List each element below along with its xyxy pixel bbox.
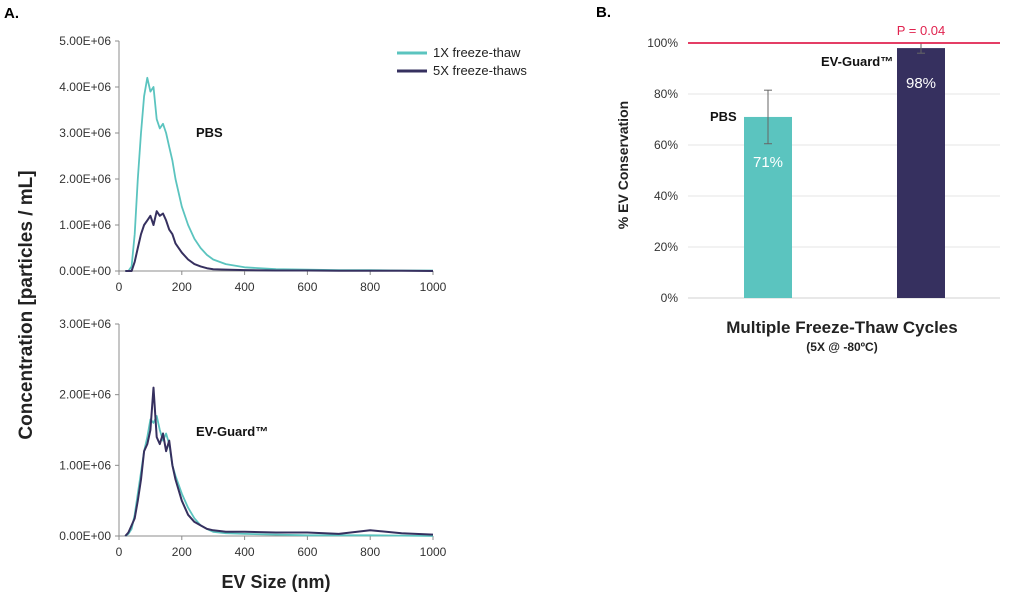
shared-y-axis-title: Concentration [particles / mL] <box>16 170 37 439</box>
bar-y-tick-label: 100% <box>647 36 678 50</box>
pbs-annotation: PBS <box>196 125 223 140</box>
bar-category-label: PBS <box>710 109 737 124</box>
evguard-y-tick-label: 2.00E+06 <box>59 388 111 402</box>
bar-y-tick-label: 20% <box>654 240 678 254</box>
legend-label-5x: 5X freeze-thaws <box>433 63 527 78</box>
evguard-x-ticks: 0 200 400 600 800 1000 <box>116 536 447 559</box>
evguard-x-tick-label: 0 <box>116 545 123 559</box>
bar-x-axis-title: Multiple Freeze-Thaw Cycles <box>726 318 957 337</box>
pbs-y-tick-label: 0.00E+00 <box>59 264 111 278</box>
pbs-x-ticks: 0 200 400 600 800 1000 <box>116 271 447 294</box>
evguard-x-tick-label: 600 <box>297 545 317 559</box>
bar-y-tick-label: 40% <box>654 189 678 203</box>
evguard-y-tick-label: 3.00E+06 <box>59 317 111 331</box>
pbs-y-ticks: 0.00E+00 1.00E+06 2.00E+06 3.00E+06 4.00E+06… <box>59 34 119 278</box>
pbs-x-tick-label: 400 <box>235 280 255 294</box>
panel-a-label: A. <box>4 5 19 22</box>
legend: 1X freeze-thaw 5X freeze-thaws <box>397 45 527 78</box>
pbs-y-tick-label: 3.00E+06 <box>59 126 111 140</box>
pbs-x-tick-label: 0 <box>116 280 123 294</box>
evguard-series-1x-line <box>124 414 434 537</box>
p-value-reference: P = 0.04 <box>688 23 1000 44</box>
pbs-y-tick-label: 1.00E+06 <box>59 218 111 232</box>
legend-label-1x: 1X freeze-thaw <box>433 45 521 60</box>
evguard-x-tick-label: 1000 <box>420 545 447 559</box>
conservation-bar-chart: 0% 20% 40% 60% 80% 100% 71% PBS 98% EV-Guard™ P … <box>615 23 1000 354</box>
bar-pbs <box>744 116 792 298</box>
bar-y-axis-title: % EV Conservation <box>615 101 631 229</box>
bar-value-label: 71% <box>753 154 783 171</box>
evguard-y-tick-label: 0.00E+00 <box>59 529 111 543</box>
evguard-x-tick-label: 800 <box>360 545 380 559</box>
bar-evguard <box>897 48 945 298</box>
evguard-x-tick-label: 400 <box>235 545 255 559</box>
evguard-series <box>124 386 434 537</box>
bar-value-label: 98% <box>906 75 936 92</box>
bar-y-tick-label: 60% <box>654 138 678 152</box>
evguard-y-ticks: 0.00E+00 1.00E+06 2.00E+06 3.00E+06 <box>59 317 119 543</box>
evguard-annotation: EV-Guard™ <box>196 424 268 439</box>
pbs-x-tick-label: 600 <box>297 280 317 294</box>
pbs-line-chart: 0.00E+00 1.00E+06 2.00E+06 3.00E+06 4.00E+06… <box>59 34 527 294</box>
evguard-series-5x-line <box>124 386 434 537</box>
pbs-series-5x-line <box>125 210 434 272</box>
pbs-series <box>125 76 434 272</box>
pbs-y-tick-label: 4.00E+06 <box>59 80 111 94</box>
pbs-x-tick-label: 1000 <box>420 280 447 294</box>
pbs-x-tick-label: 200 <box>172 280 192 294</box>
bar-y-tick-label: 80% <box>654 87 678 101</box>
panel-b-label: B. <box>596 4 611 21</box>
pbs-series-1x-line <box>125 76 433 272</box>
shared-x-axis-title: EV Size (nm) <box>221 572 330 592</box>
p-value-label: P = 0.04 <box>897 23 946 38</box>
bar-category-label: EV-Guard™ <box>821 54 893 69</box>
evguard-line-chart: 0.00E+00 1.00E+06 2.00E+06 3.00E+06 0 200 400… <box>59 317 446 559</box>
bar-x-axis-subtitle: (5X @ -80ºC) <box>806 340 877 354</box>
evguard-y-tick-label: 1.00E+06 <box>59 458 111 472</box>
pbs-y-tick-label: 5.00E+06 <box>59 34 111 48</box>
bar-y-ticks: 0% 20% 40% 60% 80% 100% <box>647 36 678 305</box>
pbs-y-tick-label: 2.00E+06 <box>59 172 111 186</box>
pbs-x-tick-label: 800 <box>360 280 380 294</box>
evguard-x-tick-label: 200 <box>172 545 192 559</box>
bars: 71% PBS 98% EV-Guard™ <box>710 42 945 298</box>
bar-y-tick-label: 0% <box>661 291 679 305</box>
bar-gridlines <box>688 42 1000 248</box>
